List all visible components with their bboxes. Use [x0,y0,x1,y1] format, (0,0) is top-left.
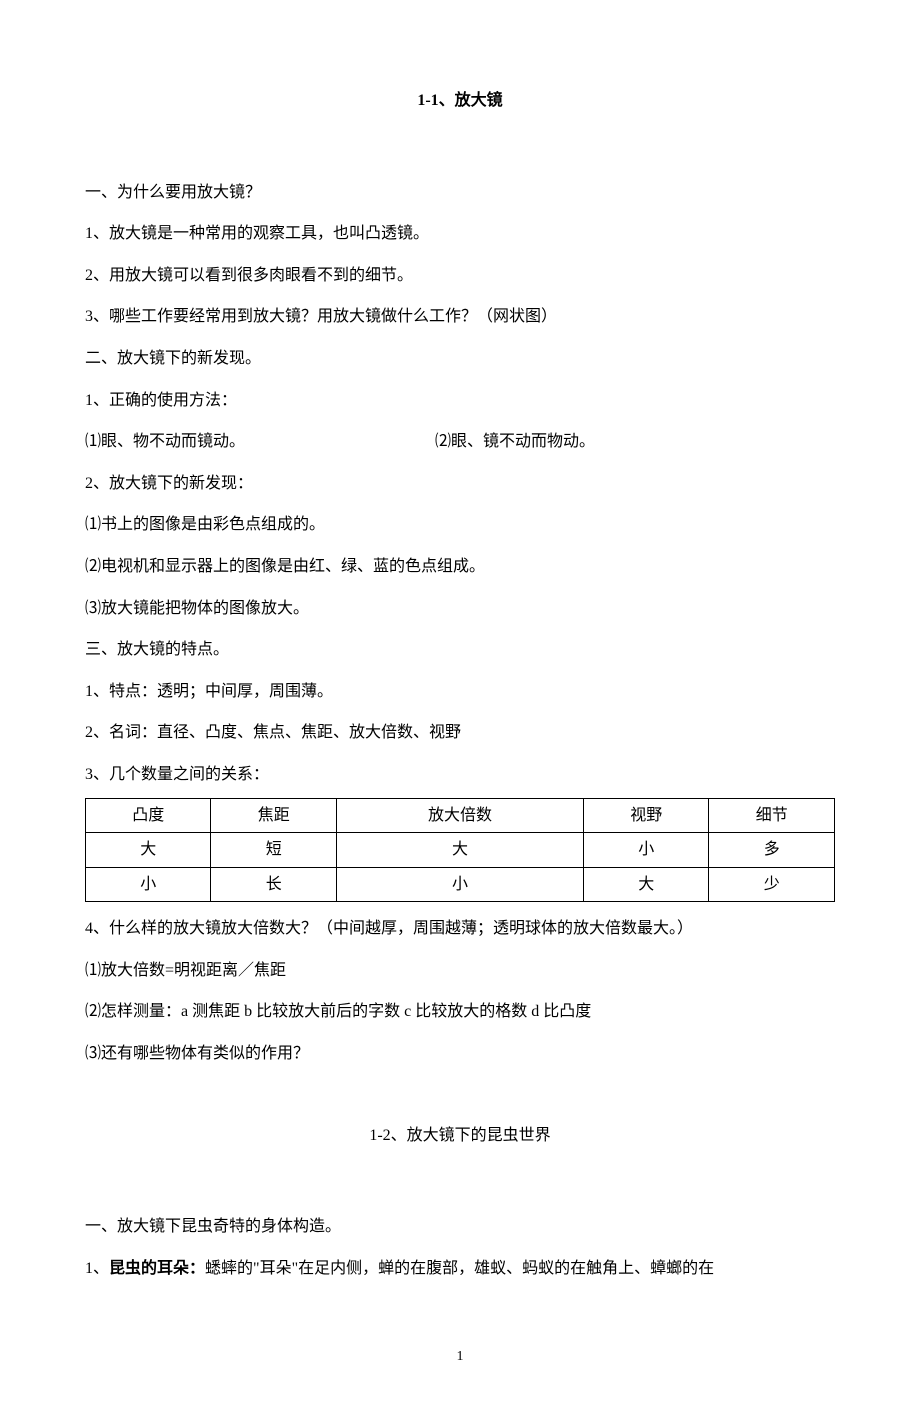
relationship-table: 凸度 焦距 放大倍数 视野 细节 大 短 大 小 多 小 长 小 大 少 [85,798,835,903]
section-1-p1: 1、放大镜是一种常用的观察工具，也叫凸透镜。 [85,213,835,255]
table-header-cell: 焦距 [211,798,336,833]
lesson-title-2: 1-2、放大镜下的昆虫世界 [85,1115,835,1157]
section-4-p1-rest: 蟋蟀的"耳朵"在足内侧，蝉的在腹部，雄蚁、蚂蚁的在触角上、蟑螂的在 [205,1260,714,1277]
section-1-heading: 一、为什么要用放大镜？ [85,172,835,214]
section-4-heading: 一、放大镜下昆虫奇特的身体构造。 [85,1206,835,1248]
section-2-p1b: ⑵眼、镜不动而物动。 [435,421,595,463]
table-header-row: 凸度 焦距 放大倍数 视野 细节 [86,798,835,833]
page-number: 1 [85,1339,835,1375]
table-header-cell: 凸度 [86,798,211,833]
table-cell: 长 [211,867,336,902]
section-3-p2: 2、名词：直径、凸度、焦点、焦距、放大倍数、视野 [85,712,835,754]
section-3-heading: 三、放大镜的特点。 [85,629,835,671]
table-header-cell: 放大倍数 [336,798,583,833]
section-2-p2b: ⑵电视机和显示器上的图像是由红、绿、蓝的色点组成。 [85,546,835,588]
section-2-heading: 二、放大镜下的新发现。 [85,338,835,380]
section-2-p2c: ⑶放大镜能把物体的图像放大。 [85,588,835,630]
table-cell: 大 [584,867,709,902]
table-cell: 小 [336,867,583,902]
section-4-p1: 1、昆虫的耳朵：蟋蟀的"耳朵"在足内侧，蝉的在腹部，雄蚁、蚂蚁的在触角上、蟑螂的… [85,1248,835,1290]
lesson-title-1: 1-1、放大镜 [85,80,835,122]
section-2-p1: 1、正确的使用方法： [85,380,835,422]
section-3-p3: 3、几个数量之间的关系： [85,754,835,796]
section-3-p4c: ⑶还有哪些物体有类似的作用？ [85,1033,835,1075]
section-4-p1-bold: 昆虫的耳朵： [109,1260,205,1277]
section-3-p4b: ⑵怎样测量：a 测焦距 b 比较放大前后的字数 c 比较放大的格数 d 比凸度 [85,991,835,1033]
section-3-p4: 4、什么样的放大镜放大倍数大？（中间越厚，周围越薄；透明球体的放大倍数最大。） [85,908,835,950]
table-cell: 小 [584,833,709,868]
table-cell: 大 [336,833,583,868]
table-cell: 少 [709,867,835,902]
table-cell: 多 [709,833,835,868]
section-1-p3: 3、哪些工作要经常用到放大镜？用放大镜做什么工作？（网状图） [85,296,835,338]
section-1-p2: 2、用放大镜可以看到很多肉眼看不到的细节。 [85,255,835,297]
section-2-p1a: ⑴眼、物不动而镜动。 [85,421,435,463]
section-2-methods: ⑴眼、物不动而镜动。 ⑵眼、镜不动而物动。 [85,421,835,463]
table-cell: 大 [86,833,211,868]
table-cell: 短 [211,833,336,868]
section-3-p4a: ⑴放大倍数=明视距离／焦距 [85,950,835,992]
table-header-cell: 细节 [709,798,835,833]
table-header-cell: 视野 [584,798,709,833]
section-2-p2a: ⑴书上的图像是由彩色点组成的。 [85,504,835,546]
section-2-p2: 2、放大镜下的新发现： [85,463,835,505]
section-3-p1: 1、特点：透明；中间厚，周围薄。 [85,671,835,713]
table-row: 大 短 大 小 多 [86,833,835,868]
table-row: 小 长 小 大 少 [86,867,835,902]
table-cell: 小 [86,867,211,902]
section-4-p1-prefix: 1、 [85,1260,109,1277]
